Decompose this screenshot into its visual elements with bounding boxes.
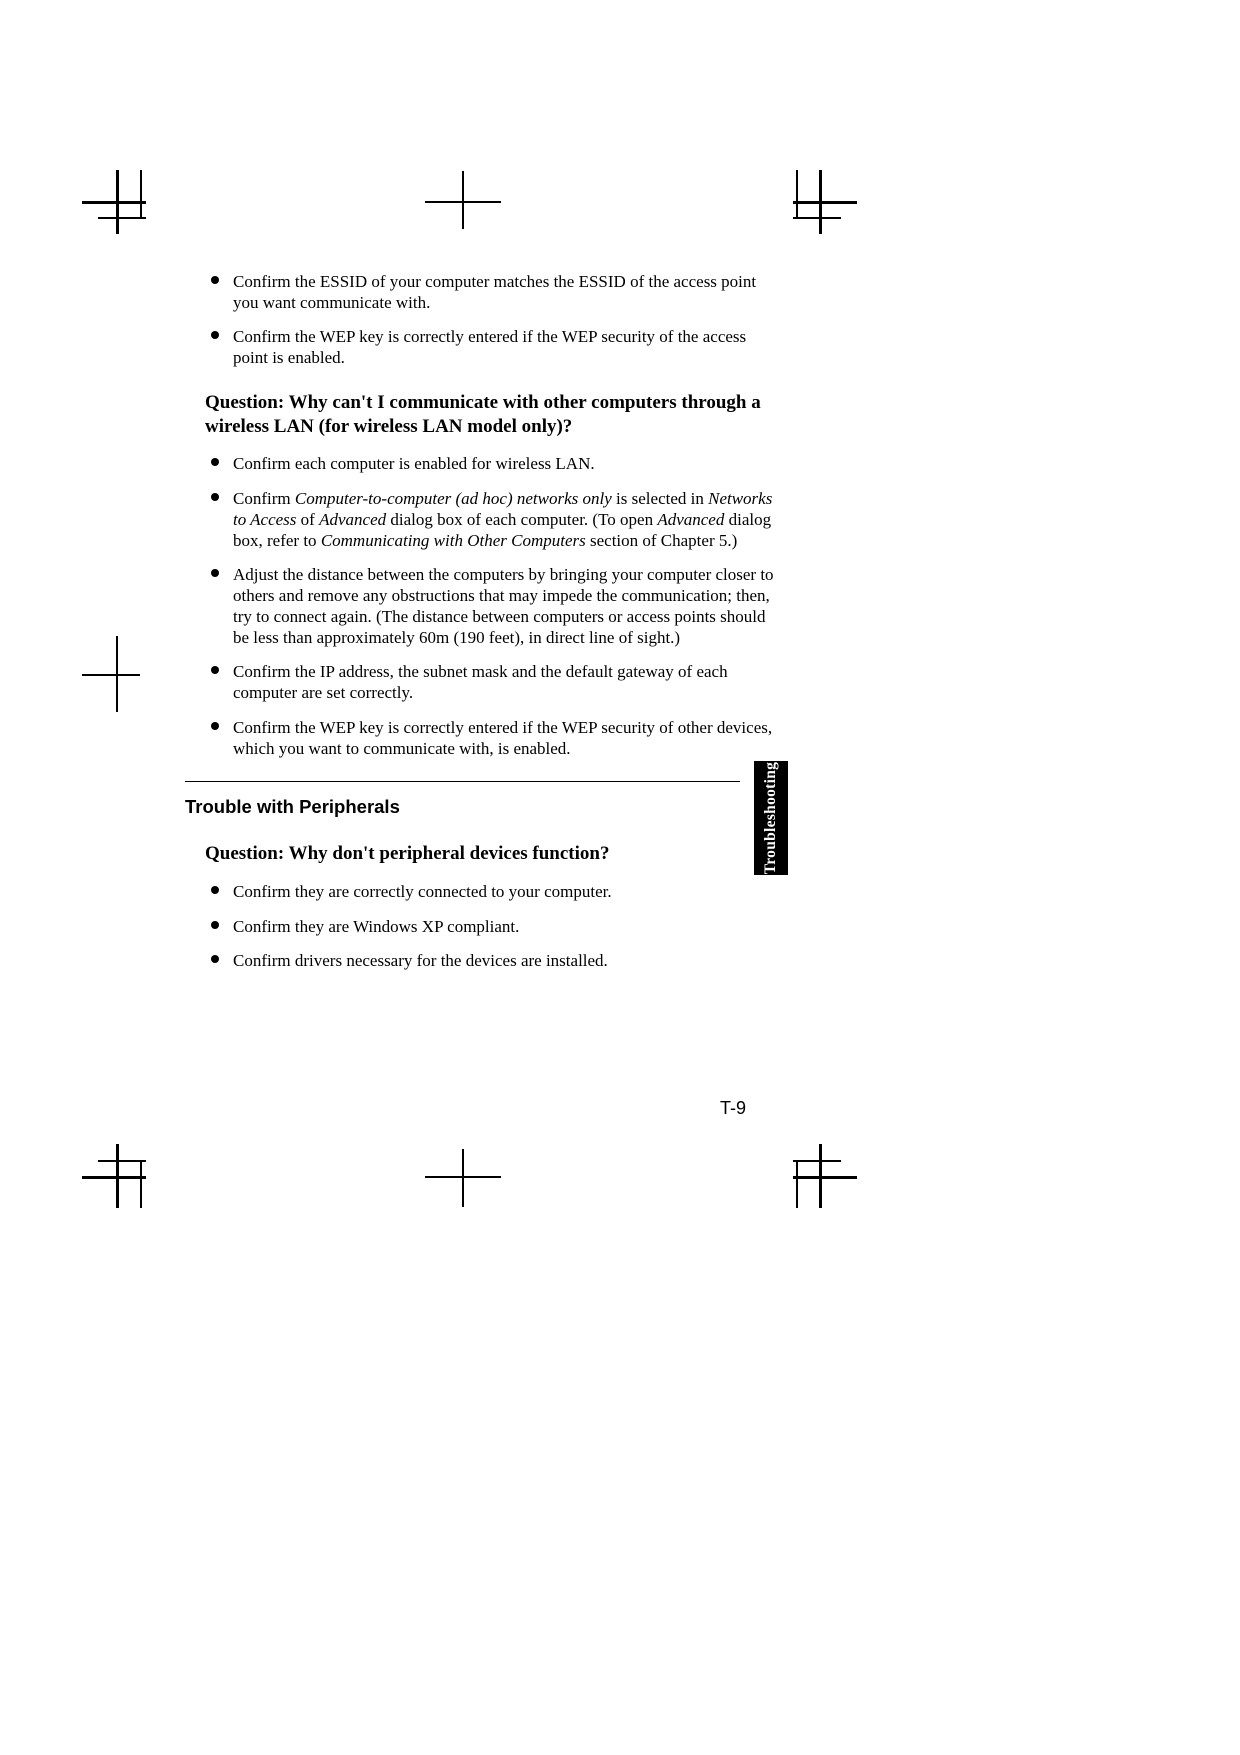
crop-mark bbox=[82, 1176, 146, 1179]
list-item: Adjust the distance between the computer… bbox=[233, 565, 780, 648]
list-item: Confirm the WEP key is correctly entered… bbox=[233, 327, 780, 368]
question-heading: Question: Why don't peripheral devices f… bbox=[205, 842, 780, 866]
crop-mark bbox=[796, 1160, 798, 1208]
list-item: Confirm drivers necessary for the device… bbox=[233, 951, 780, 972]
list-item: Confirm Computer-to-computer (ad hoc) ne… bbox=[233, 489, 780, 551]
crop-mark bbox=[793, 217, 841, 219]
crop-mark bbox=[462, 171, 464, 229]
list-item: Confirm the ESSID of your computer match… bbox=[233, 272, 780, 313]
list-item: Confirm the IP address, the subnet mask … bbox=[233, 662, 780, 703]
crop-mark bbox=[425, 1176, 501, 1178]
question2-block: Question: Why don't peripheral devices f… bbox=[205, 842, 780, 972]
page-root: Confirm the ESSID of your computer match… bbox=[0, 0, 1240, 1755]
crop-mark bbox=[140, 1160, 142, 1208]
side-tab-label: Troubleshooting bbox=[762, 762, 780, 874]
list-item: Confirm the WEP key is correctly entered… bbox=[233, 718, 780, 759]
crop-mark bbox=[793, 1160, 841, 1162]
crop-mark bbox=[82, 201, 146, 204]
question-heading: Question: Why can't I communicate with o… bbox=[205, 391, 780, 439]
text-run: Confirm bbox=[233, 489, 295, 508]
text-run: is selected in bbox=[612, 489, 708, 508]
content-area: Confirm the ESSID of your computer match… bbox=[205, 272, 780, 994]
text-run: section of Chapter 5.) bbox=[586, 531, 738, 550]
crop-mark bbox=[98, 217, 146, 219]
list-item: Confirm each computer is enabled for wir… bbox=[233, 454, 780, 475]
page-number: T-9 bbox=[720, 1098, 746, 1119]
crop-mark bbox=[425, 201, 501, 203]
q1-bullet-list: Confirm each computer is enabled for wir… bbox=[205, 454, 780, 759]
crop-mark bbox=[793, 1176, 857, 1179]
crop-mark bbox=[462, 1149, 464, 1207]
q2-bullet-list: Confirm they are correctly connected to … bbox=[205, 882, 780, 972]
section-divider bbox=[185, 781, 740, 782]
crop-mark bbox=[98, 1160, 146, 1162]
text-run: dialog box of each computer. (To open bbox=[386, 510, 657, 529]
italic-text: Advanced bbox=[657, 510, 724, 529]
side-tab-troubleshooting: Troubleshooting bbox=[754, 761, 788, 875]
section-heading: Trouble with Peripherals bbox=[185, 796, 780, 818]
list-item: Confirm they are Windows XP compliant. bbox=[233, 917, 780, 938]
crop-mark bbox=[140, 170, 142, 218]
crop-mark bbox=[796, 170, 798, 218]
italic-text: Communicating with Other Computers bbox=[321, 531, 586, 550]
list-item: Confirm they are correctly connected to … bbox=[233, 882, 780, 903]
italic-text: Advanced bbox=[319, 510, 386, 529]
top-bullet-list: Confirm the ESSID of your computer match… bbox=[205, 272, 780, 369]
italic-text: Computer-to-computer (ad hoc) networks o… bbox=[295, 489, 612, 508]
crop-mark bbox=[116, 636, 118, 712]
text-run: of bbox=[296, 510, 319, 529]
crop-mark bbox=[82, 674, 140, 676]
crop-mark bbox=[793, 201, 857, 204]
